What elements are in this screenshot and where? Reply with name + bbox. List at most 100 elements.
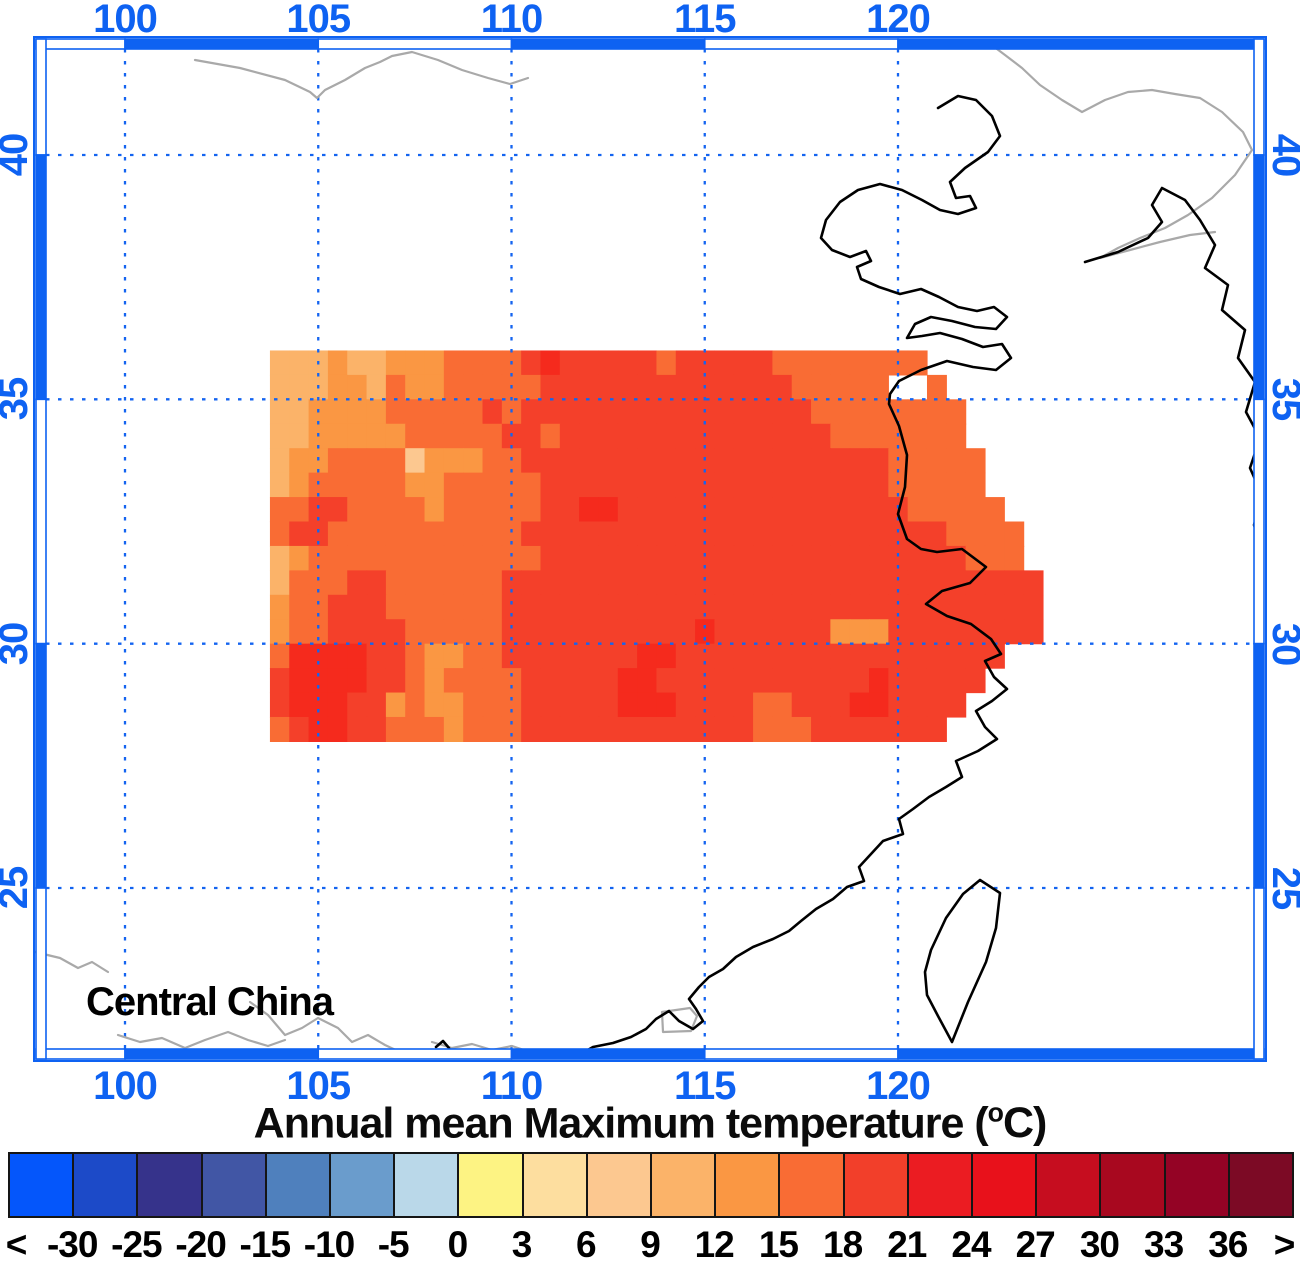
heatmap-cell	[289, 716, 310, 743]
frame-segment-right	[1253, 642, 1265, 889]
heatmap-cell	[521, 716, 542, 743]
heatmap-cell	[347, 448, 368, 474]
chart-title: Annual mean Maximum temperature (oC)	[0, 1098, 1300, 1148]
heatmap-cell	[521, 374, 542, 400]
heatmap-cell	[926, 399, 947, 425]
heatmap-cell	[385, 668, 406, 694]
heatmap-cell	[443, 716, 464, 743]
heatmap-cell	[753, 643, 773, 669]
heatmap-cell	[714, 619, 735, 645]
heatmap-cell	[482, 619, 503, 645]
heatmap-cell	[869, 521, 889, 547]
heatmap-cell	[733, 570, 754, 596]
heatmap-cell	[443, 545, 464, 571]
colorbar-tick-label: -20	[175, 1224, 226, 1264]
heatmap-cell	[501, 545, 522, 571]
heatmap-cell	[849, 545, 870, 571]
frame-segment-left	[35, 398, 47, 645]
heatmap-cell	[559, 497, 580, 523]
heatmap-cell	[559, 668, 580, 694]
heatmap-cell	[656, 594, 677, 620]
heatmap-cell	[366, 472, 387, 498]
heatmap-cell	[385, 692, 406, 718]
heatmap-cell	[308, 472, 329, 498]
heatmap-cell	[695, 570, 716, 596]
heatmap-cell	[965, 472, 986, 498]
heatmap-cell	[269, 472, 290, 498]
heatmap-cell	[482, 545, 503, 571]
heatmap-cell	[714, 570, 735, 596]
colorbar-segment-2	[138, 1154, 203, 1216]
frame-segment-right	[1253, 38, 1265, 156]
heatmap-cell	[289, 692, 310, 718]
coastline-island-south	[434, 1039, 451, 1050]
heatmap-cell	[675, 545, 696, 571]
heatmap-cell	[424, 399, 445, 425]
frame-segment-left	[35, 154, 47, 401]
colorbar-tick-label: 24	[951, 1224, 991, 1264]
border-southwest-3	[116, 1030, 287, 1050]
heatmap-cell	[482, 497, 503, 523]
colorbar-tick-label: 21	[887, 1224, 927, 1264]
heatmap-cell	[366, 643, 387, 669]
heatmap-cell	[1023, 570, 1044, 596]
heatmap-cell	[637, 374, 658, 400]
heatmap-cell	[579, 497, 600, 523]
heatmap-cell	[482, 643, 503, 669]
heatmap-cell	[733, 521, 754, 547]
heatmap-cell	[579, 643, 600, 669]
heatmap-cell	[540, 716, 561, 743]
frame-segment-right	[1253, 887, 1265, 1060]
heatmap-cell	[811, 619, 831, 645]
heatmap-cell	[637, 643, 658, 669]
heatmap-cell	[617, 423, 638, 449]
heatmap-cell	[772, 472, 793, 498]
colorbar-segment-3	[202, 1154, 267, 1216]
heatmap-cell	[327, 619, 348, 645]
heatmap-cell	[347, 692, 368, 718]
heatmap-cell	[830, 570, 851, 596]
heatmap-cell	[869, 374, 889, 400]
heatmap-cell	[559, 643, 580, 669]
heatmap-cell	[269, 423, 290, 449]
chart-title-text: Annual mean Maximum temperature	[253, 1099, 965, 1148]
heatmap-cell	[463, 423, 484, 449]
heatmap-cell	[501, 692, 522, 718]
heatmap-cell	[830, 643, 851, 669]
heatmap-cell	[811, 350, 831, 376]
heatmap-cell	[907, 497, 928, 523]
heatmap-cell	[347, 521, 368, 547]
heatmap-cell	[772, 643, 793, 669]
heatmap-cell	[289, 570, 310, 596]
heatmap-cell	[308, 448, 329, 474]
heatmap-cell	[579, 350, 600, 376]
heatmap-cell	[637, 448, 658, 474]
heatmap-cell	[540, 350, 561, 376]
heatmap-cell	[559, 350, 580, 376]
heatmap-cell	[501, 521, 522, 547]
heatmap-cell	[540, 643, 561, 669]
heatmap-cell	[888, 668, 909, 694]
heatmap-cell	[984, 545, 1005, 571]
heatmap-cell	[424, 716, 445, 743]
heatmap-cell	[907, 472, 928, 498]
heatmap-cell	[598, 594, 619, 620]
heatmap-cell	[946, 668, 967, 694]
heatmap-cell	[443, 668, 464, 694]
colorbar-segment-14	[908, 1154, 974, 1216]
heatmap-cell	[656, 350, 677, 376]
heatmap-cell	[675, 643, 696, 669]
heatmap-cell	[733, 497, 754, 523]
heatmap-cell	[617, 399, 638, 425]
heatmap-cell	[656, 448, 677, 474]
heatmap-cell	[733, 668, 754, 694]
heatmap-cell	[830, 594, 851, 620]
heatmap-cell	[559, 545, 580, 571]
heatmap-cell	[521, 399, 542, 425]
heatmap-cell	[327, 668, 348, 694]
x-axis-tick-label-bottom: 110	[480, 1064, 544, 1108]
heatmap-cell	[424, 497, 445, 523]
heatmap-cell	[772, 692, 793, 718]
heatmap-cell	[617, 570, 638, 596]
colorbar-segment-9	[587, 1154, 653, 1216]
